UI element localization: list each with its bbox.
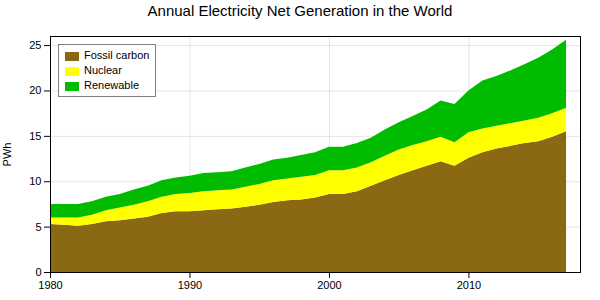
svg-text:1990: 1990 [178, 279, 202, 291]
html-text:Annual Electricity Net Generat: Annual Electricity Net Generation in the… [147, 2, 453, 19]
svg-text:15: 15 [29, 130, 41, 142]
svg-text:0: 0 [35, 266, 41, 278]
svg-text:1980: 1980 [38, 279, 62, 291]
svg-text:2010: 2010 [457, 279, 481, 291]
svg-text:PWh: PWh [1, 143, 13, 167]
svg-text:2000: 2000 [317, 279, 341, 291]
svg-text:25: 25 [29, 39, 41, 51]
html-text:Fossil carbon: Fossil carbon [84, 49, 150, 61]
svg-text:5: 5 [35, 221, 41, 233]
html-text:Renewable: Renewable [84, 79, 139, 91]
html-text:Nuclear: Nuclear [84, 64, 122, 76]
svg-text:20: 20 [29, 84, 41, 96]
svg-text:10: 10 [29, 175, 41, 187]
